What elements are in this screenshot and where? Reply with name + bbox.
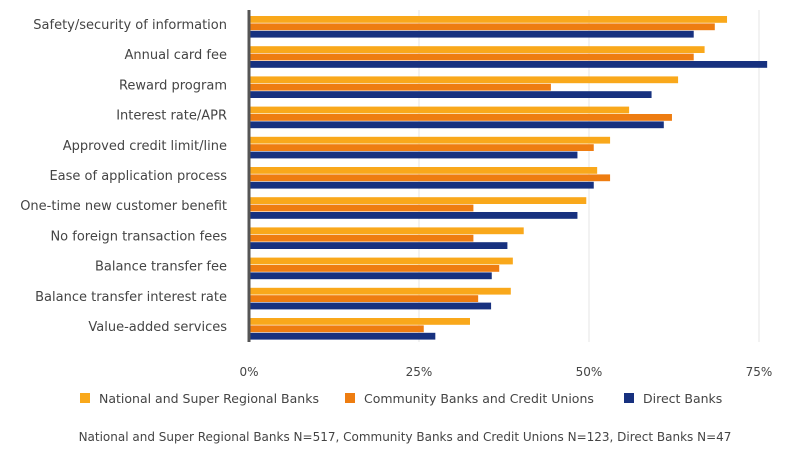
category-label: Balance transfer fee [95, 260, 227, 275]
bar [249, 234, 474, 242]
category-label: Approved credit limit/line [63, 139, 227, 154]
bar [249, 30, 694, 38]
bar [249, 167, 598, 174]
category-label: Safety/security of information [33, 18, 227, 33]
legend-swatch [345, 393, 355, 403]
bar [249, 174, 611, 182]
category-label: No foreign transaction fees [50, 229, 227, 244]
bar [249, 265, 500, 272]
category-label: Annual card fee [124, 48, 227, 63]
legend: National and Super Regional Banks Communi… [80, 391, 722, 406]
legend-swatch [80, 393, 90, 403]
bar [249, 53, 694, 61]
legend-label: Community Banks and Credit Unions [364, 391, 594, 406]
sample-size-note: National and Super Regional Banks N=517,… [79, 430, 732, 444]
legend-label: Direct Banks [643, 391, 722, 406]
bar [249, 61, 768, 68]
bar [249, 227, 524, 235]
x-tick-label: 50% [576, 365, 603, 379]
category-label: One-time new customer benefit [20, 199, 227, 214]
bar [249, 106, 630, 114]
bar [249, 23, 715, 31]
bar [249, 212, 578, 219]
bar [249, 204, 474, 212]
category-label: Ease of application process [49, 169, 227, 184]
bar [249, 91, 652, 98]
bar [249, 144, 594, 151]
category-labels: Safety/security of information Annual car… [20, 18, 227, 335]
bar [249, 332, 436, 340]
bar [249, 325, 424, 333]
bar [249, 114, 672, 121]
bar [249, 16, 728, 23]
bar [249, 197, 587, 204]
bar [249, 295, 479, 302]
x-tick-labels: 0% 25% 50% 75% [239, 365, 772, 379]
x-tick-label: 25% [406, 365, 433, 379]
category-label: Interest rate/APR [116, 109, 227, 124]
bar [249, 181, 594, 189]
bar [249, 257, 513, 265]
category-label: Value-added services [88, 320, 227, 335]
bar [249, 76, 679, 84]
x-tick-label: 75% [746, 365, 773, 379]
bar [249, 318, 470, 325]
x-tick-label: 0% [239, 365, 258, 379]
legend-swatch [624, 393, 634, 403]
bar [249, 121, 664, 129]
bar [249, 151, 578, 159]
bar [249, 83, 551, 91]
bar [249, 242, 508, 249]
category-label: Balance transfer interest rate [35, 290, 227, 305]
bar [249, 302, 492, 310]
bar [249, 136, 611, 144]
category-label: Reward program [119, 78, 227, 93]
bar [249, 46, 705, 53]
bars [249, 16, 768, 340]
bar [249, 272, 492, 280]
bar [249, 287, 511, 295]
legend-label: National and Super Regional Banks [99, 391, 319, 406]
